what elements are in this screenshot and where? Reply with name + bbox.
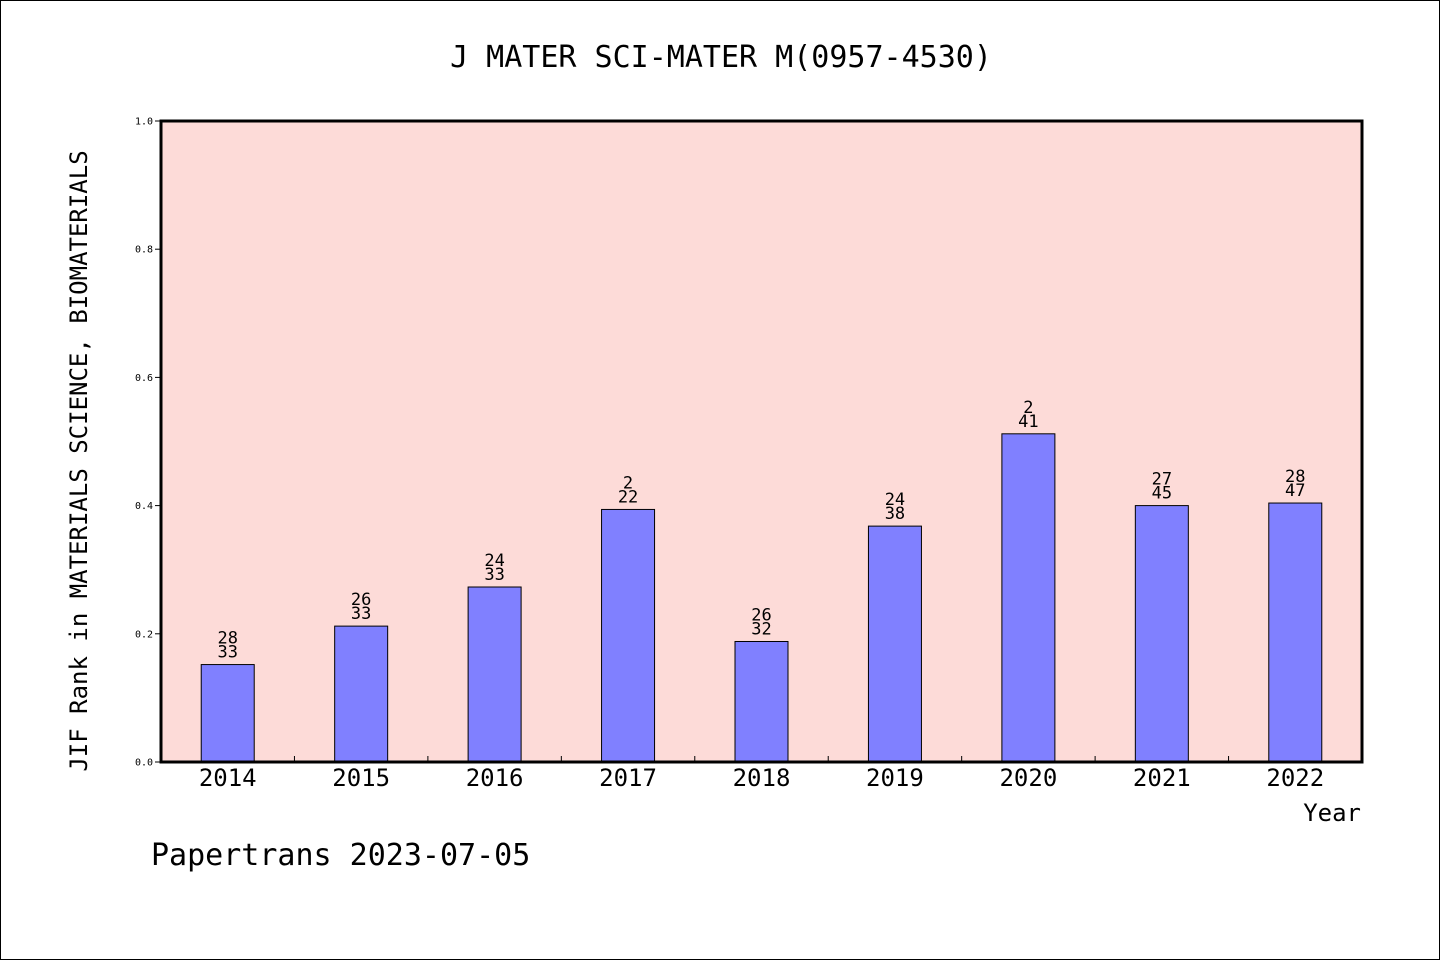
y-tick-label: 0.2 (135, 629, 153, 640)
bar-total-label: 33 (217, 643, 237, 663)
x-tick-label: 2018 (733, 764, 791, 792)
bar-rank-label: 26 (751, 605, 771, 625)
x-tick-label: 2017 (599, 764, 657, 792)
bar-total-label: 33 (351, 604, 371, 624)
bar-2016 (467, 586, 522, 763)
plot-border (159, 119, 1364, 764)
credit-text: Papertrans 2023-07-05 (151, 838, 530, 873)
bar-total-label: 47 (1285, 481, 1305, 501)
bar-total-label: 38 (885, 504, 905, 524)
bar-rank-label: 28 (217, 629, 237, 649)
bar-total-label: 32 (751, 619, 771, 639)
bar-2018 (734, 640, 789, 763)
y-tick-label: 0.8 (135, 245, 153, 256)
y-tick-label: 0.0 (135, 758, 153, 769)
y-tick-label: 1.0 (135, 117, 153, 128)
chart-title: J MATER SCI-MATER M(0957-4530) (450, 40, 992, 75)
bar-total-label: 22 (618, 487, 638, 507)
x-tick-label: 2019 (866, 764, 924, 792)
y-tick-label: 0.4 (135, 501, 153, 512)
bar-total-label: 41 (1018, 412, 1038, 432)
bar-rank-label: 24 (885, 490, 905, 510)
x-tick-label: 2015 (332, 764, 390, 792)
x-axis: 2014 2015 2016 2017 2018 2019 2020 2021 2022 (199, 756, 1324, 792)
bar-2020 (1001, 433, 1056, 763)
bar-rank-label: 24 (484, 551, 504, 571)
y-axis-label: JIF Rank in MATERIALS SCIENCE, BIOMATERI… (65, 150, 93, 771)
bar-rank-label: 2 (623, 473, 633, 493)
x-tick-label: 2021 (1133, 764, 1191, 792)
bar-2021 (1134, 505, 1189, 763)
bar-2015 (334, 625, 389, 763)
bar-2014 (200, 664, 255, 763)
y-axis: 0.0 0.2 0.4 0.6 0.8 1.0 (135, 117, 161, 769)
x-tick-label: 2014 (199, 764, 257, 792)
bar-2022 (1268, 502, 1323, 763)
bar-rank-label: 26 (351, 590, 371, 610)
bar-total-label: 33 (484, 565, 504, 585)
x-axis-label: Year (1303, 799, 1361, 827)
bar-2019 (867, 525, 922, 763)
bar-rank-label: 28 (1285, 467, 1305, 487)
bar-rank-label: 27 (1152, 470, 1172, 490)
y-tick-label: 0.6 (135, 373, 153, 384)
x-tick-label: 2016 (466, 764, 524, 792)
bar-rank-label: 2 (1023, 398, 1033, 418)
bar-total-label: 45 (1152, 484, 1172, 504)
x-tick-label: 2022 (1266, 764, 1324, 792)
bar-2017 (601, 508, 656, 763)
x-tick-label: 2020 (999, 764, 1057, 792)
